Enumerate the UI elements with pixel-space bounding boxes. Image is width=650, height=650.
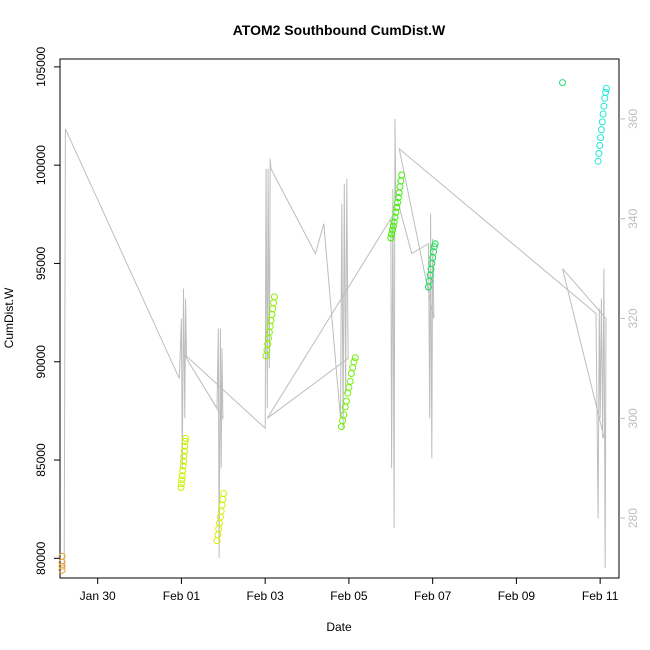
data-point bbox=[340, 411, 348, 419]
data-point bbox=[180, 457, 187, 465]
data-point bbox=[346, 377, 354, 385]
y-tick-label: 85000 bbox=[34, 443, 48, 477]
x-tick-label: Feb 05 bbox=[330, 589, 368, 603]
data-point bbox=[219, 495, 227, 503]
data-point bbox=[389, 226, 396, 234]
data-points-layer bbox=[58, 79, 610, 574]
data-point bbox=[266, 322, 274, 330]
data-point bbox=[597, 126, 605, 134]
data-point bbox=[58, 562, 66, 570]
data-point bbox=[594, 157, 602, 165]
x-axis-label: Date bbox=[326, 620, 352, 634]
x-tick-label: Feb 11 bbox=[582, 589, 619, 603]
y-axis-left: 80000 85000 90000 95000 100000 105000 bbox=[34, 47, 60, 575]
data-point bbox=[181, 442, 189, 450]
data-point bbox=[559, 79, 566, 87]
data-point bbox=[599, 110, 607, 118]
y-tick-label: 80000 bbox=[34, 541, 48, 575]
data-point bbox=[342, 397, 350, 405]
y2-tick-label: 340 bbox=[626, 208, 640, 228]
y-tick-label: 95000 bbox=[34, 246, 48, 280]
data-point bbox=[265, 334, 272, 342]
data-point bbox=[220, 490, 228, 497]
data-point bbox=[597, 134, 605, 142]
y-tick-label: 100000 bbox=[34, 145, 48, 185]
y-axis-right: 280 300 320 340 360 bbox=[619, 109, 640, 528]
x-tick-label: Feb 03 bbox=[246, 589, 284, 603]
cumdist-series-line bbox=[63, 118, 607, 569]
data-point bbox=[347, 370, 355, 377]
data-point bbox=[350, 358, 358, 366]
data-point bbox=[181, 437, 189, 445]
data-point bbox=[391, 213, 399, 221]
data-point bbox=[396, 183, 404, 191]
data-point bbox=[262, 352, 270, 360]
data-point bbox=[58, 566, 66, 574]
data-point bbox=[58, 552, 66, 560]
x-tick-label: Feb 07 bbox=[414, 589, 452, 603]
data-point bbox=[430, 243, 438, 251]
data-point bbox=[388, 230, 396, 238]
data-point bbox=[179, 467, 187, 475]
data-point bbox=[595, 149, 603, 157]
data-point bbox=[394, 199, 401, 206]
y2-tick-label: 280 bbox=[626, 508, 640, 528]
data-point bbox=[392, 208, 400, 216]
y-tick-label: 105000 bbox=[34, 47, 48, 87]
y2-tick-label: 360 bbox=[626, 109, 640, 129]
data-point bbox=[216, 513, 224, 521]
data-point bbox=[601, 94, 609, 102]
data-point bbox=[602, 88, 610, 96]
data-point bbox=[179, 462, 187, 470]
x-axis: Jan 30 Feb 01 Feb 03 Feb 05 Feb 07 Feb 09 Feb … bbox=[80, 578, 619, 603]
data-point bbox=[180, 447, 188, 455]
x-tick-label: Jan 30 bbox=[80, 589, 116, 603]
data-point bbox=[214, 531, 222, 539]
y2-tick-label: 300 bbox=[626, 408, 640, 428]
data-point bbox=[218, 501, 226, 509]
data-point bbox=[598, 118, 606, 126]
data-point bbox=[393, 203, 401, 211]
data-point bbox=[602, 85, 610, 92]
chart-title: ATOM2 Southbound CumDist.W bbox=[233, 22, 446, 38]
data-point bbox=[431, 240, 439, 248]
data-point bbox=[389, 222, 397, 230]
data-point bbox=[600, 102, 608, 110]
data-point bbox=[177, 480, 185, 488]
data-point bbox=[345, 383, 353, 391]
data-point bbox=[430, 248, 437, 256]
x-tick-label: Feb 09 bbox=[498, 589, 536, 603]
data-point bbox=[349, 364, 357, 372]
data-point bbox=[270, 293, 278, 301]
data-point bbox=[397, 177, 405, 185]
y2-tick-label: 320 bbox=[626, 308, 640, 328]
data-point bbox=[387, 234, 395, 242]
plot-area-border bbox=[59, 58, 620, 579]
data-point bbox=[269, 305, 277, 313]
data-point bbox=[390, 218, 398, 226]
data-point bbox=[270, 299, 278, 307]
y-axis-label: CumDist.W bbox=[2, 287, 16, 348]
data-point bbox=[394, 194, 402, 202]
data-point bbox=[180, 452, 188, 460]
data-point bbox=[596, 142, 604, 149]
cumdist-line-layer bbox=[63, 118, 607, 569]
data-point bbox=[428, 260, 436, 267]
data-point bbox=[178, 472, 186, 480]
data-point bbox=[398, 171, 406, 179]
x-tick-label: Feb 01 bbox=[163, 589, 201, 603]
data-point bbox=[351, 354, 359, 362]
y-tick-label: 90000 bbox=[34, 345, 48, 379]
data-point bbox=[177, 484, 185, 492]
data-point bbox=[182, 434, 190, 442]
data-point bbox=[178, 476, 186, 484]
